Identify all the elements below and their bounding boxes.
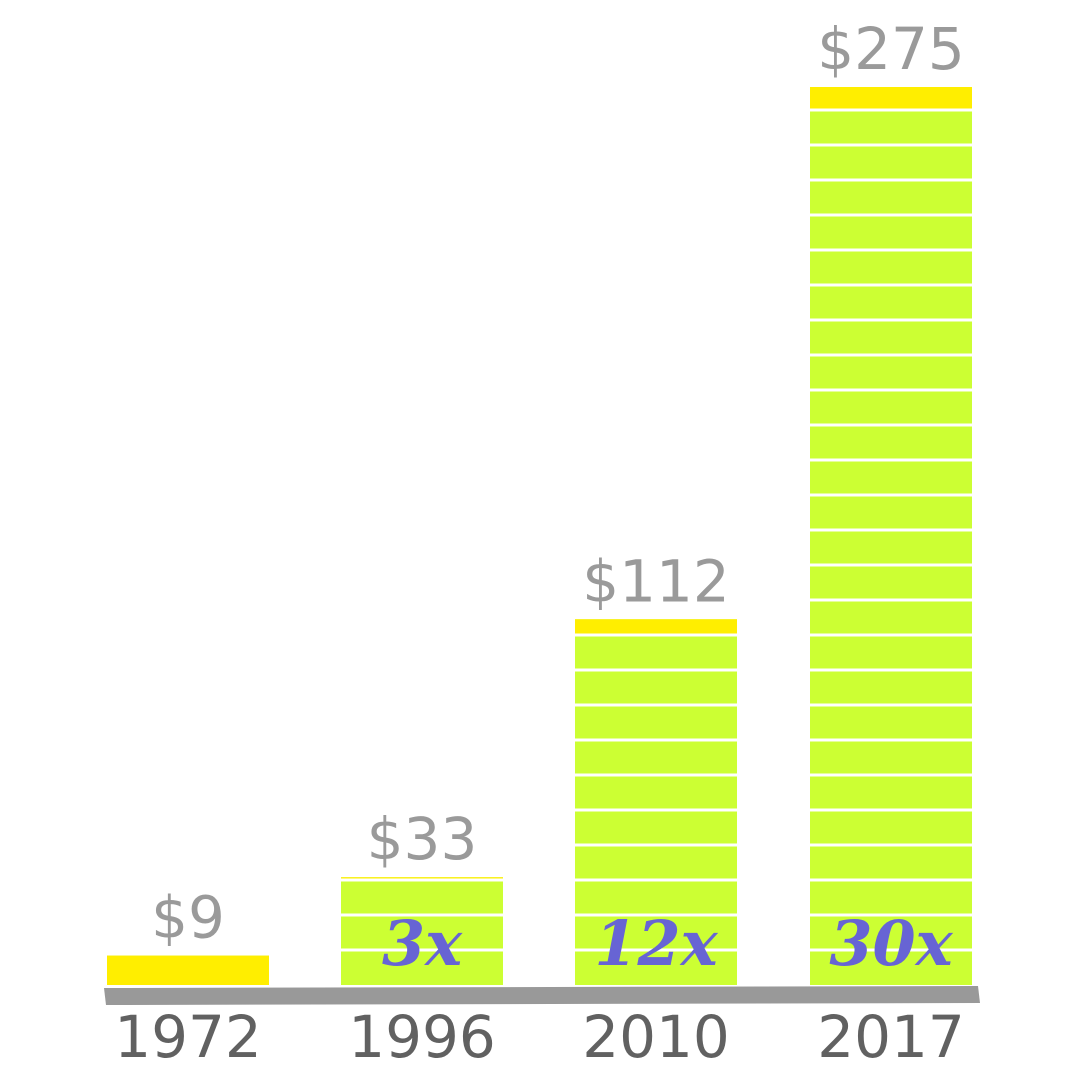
bar-1972 xyxy=(107,955,269,985)
bar-stripe xyxy=(810,143,972,147)
bar-stripe xyxy=(810,738,972,742)
bar-stripe xyxy=(810,318,972,322)
bar-stripe xyxy=(575,948,737,952)
bar-body xyxy=(575,619,737,985)
bar-cap xyxy=(107,955,269,985)
bar-stripe xyxy=(575,878,737,882)
bar-stripe xyxy=(810,703,972,707)
bar-body xyxy=(810,87,972,985)
value-label-2010: $112 xyxy=(582,547,730,615)
multiple-label-2010: 12x xyxy=(594,907,718,980)
bar-stripe xyxy=(810,353,972,357)
bar-stripe xyxy=(810,598,972,602)
bar-stripe xyxy=(810,423,972,427)
bar-2017 xyxy=(810,87,972,985)
bar-stripe xyxy=(341,878,503,882)
year-label-2017: 2017 xyxy=(817,1003,965,1071)
value-label-2017: $275 xyxy=(817,15,965,83)
value-label-1996: $33 xyxy=(367,805,478,873)
year-label-2010: 2010 xyxy=(582,1003,730,1071)
bar-stripe xyxy=(810,213,972,217)
bar-stripe xyxy=(810,633,972,637)
bar-stripe xyxy=(810,248,972,252)
bar-stripe xyxy=(810,493,972,497)
bar-stripe xyxy=(575,703,737,707)
bar-stripe xyxy=(575,633,737,637)
labels-layer: $9 1972 $33 3x 1996 $112 12x 2010 $275 30x 2017 xyxy=(114,15,965,1071)
bar-cap xyxy=(810,87,972,110)
year-label-1996: 1996 xyxy=(348,1003,496,1071)
bar-cap xyxy=(575,619,737,635)
bar-stripe xyxy=(575,738,737,742)
bar-stripe xyxy=(810,563,972,567)
bar-stripe xyxy=(575,808,737,812)
bar-stripe xyxy=(810,913,972,917)
bar-stripe xyxy=(810,388,972,392)
bar-stripe xyxy=(810,668,972,672)
multiple-label-2017: 30x xyxy=(829,907,953,980)
bar-stripe xyxy=(810,458,972,462)
bar-stripe xyxy=(575,913,737,917)
bar-stripe xyxy=(810,108,972,112)
bar-stripe xyxy=(810,843,972,847)
bar-stripe xyxy=(810,528,972,532)
bar-stripe xyxy=(810,948,972,952)
bar-stripe xyxy=(810,878,972,882)
bar-stripe xyxy=(575,668,737,672)
bar-body xyxy=(341,877,503,985)
value-label-1972: $9 xyxy=(151,884,225,952)
multiple-label-1996: 3x xyxy=(382,907,463,980)
bar-1996 xyxy=(341,877,503,985)
bar-stripe xyxy=(575,773,737,777)
bars-layer xyxy=(107,87,972,985)
year-label-1972: 1972 xyxy=(114,1003,262,1071)
bar-2010 xyxy=(575,619,737,985)
bar-stripe xyxy=(341,948,503,952)
bar-stripe xyxy=(810,283,972,287)
bar-stripe xyxy=(341,913,503,917)
bar-stripe xyxy=(810,178,972,182)
bar-stripe xyxy=(575,843,737,847)
bar-stripe xyxy=(810,808,972,812)
x-axis-baseline xyxy=(104,986,980,1005)
bar-stripe xyxy=(810,773,972,777)
